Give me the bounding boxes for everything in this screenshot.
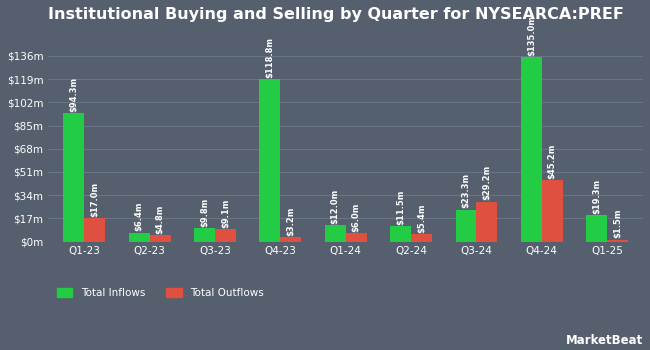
- Bar: [586, 215, 607, 242]
- Bar: [215, 229, 236, 241]
- Text: $4.8m: $4.8m: [155, 204, 164, 234]
- Bar: [259, 79, 280, 242]
- Bar: [476, 202, 497, 242]
- Text: $19.3m: $19.3m: [592, 179, 601, 214]
- Text: $1.5m: $1.5m: [613, 209, 622, 238]
- Bar: [194, 228, 215, 242]
- Text: $94.3m: $94.3m: [70, 76, 79, 112]
- Bar: [456, 210, 476, 242]
- Text: $5.4m: $5.4m: [417, 203, 426, 233]
- Text: $9.1m: $9.1m: [221, 198, 230, 228]
- Legend: Total Inflows, Total Outflows: Total Inflows, Total Outflows: [54, 285, 266, 301]
- Bar: [325, 225, 346, 242]
- Text: $29.2m: $29.2m: [482, 165, 491, 200]
- Bar: [607, 239, 628, 241]
- Bar: [346, 233, 367, 242]
- Text: $9.8m: $9.8m: [200, 198, 209, 227]
- Bar: [541, 180, 563, 242]
- Text: $118.8m: $118.8m: [265, 37, 274, 78]
- Bar: [150, 235, 170, 241]
- Bar: [64, 113, 84, 242]
- Bar: [84, 218, 105, 242]
- Text: $6.4m: $6.4m: [135, 202, 144, 231]
- Text: $45.2m: $45.2m: [548, 143, 557, 178]
- Text: $17.0m: $17.0m: [90, 182, 99, 217]
- Bar: [129, 233, 150, 241]
- Bar: [411, 234, 432, 241]
- Text: $12.0m: $12.0m: [331, 189, 340, 224]
- Text: Institutional Buying and Selling by Quarter for NYSEARCA:PREF: Institutional Buying and Selling by Quar…: [49, 7, 624, 22]
- Text: $23.3m: $23.3m: [462, 173, 471, 208]
- Text: MarketBeat: MarketBeat: [566, 334, 644, 346]
- Bar: [521, 57, 541, 241]
- Bar: [390, 226, 411, 241]
- Text: $11.5m: $11.5m: [396, 189, 405, 225]
- Text: $6.0m: $6.0m: [352, 203, 361, 232]
- Bar: [280, 237, 302, 241]
- Text: $135.0m: $135.0m: [526, 15, 536, 56]
- Text: $3.2m: $3.2m: [287, 206, 295, 236]
